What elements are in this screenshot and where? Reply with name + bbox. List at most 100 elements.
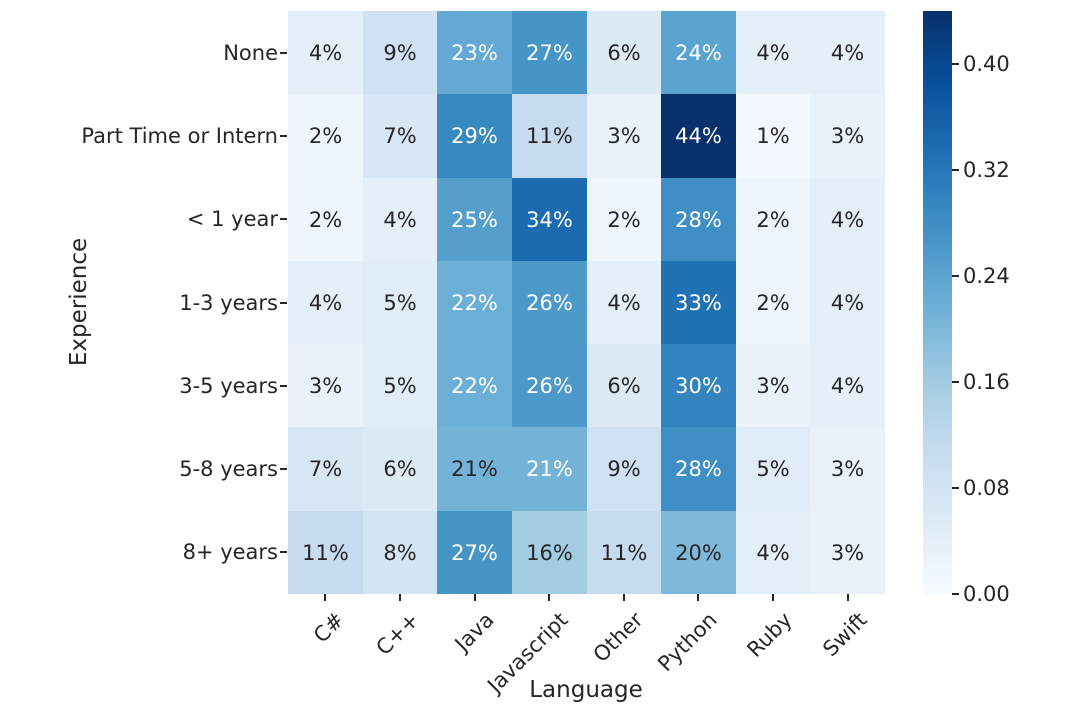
heatmap-cell: 4% xyxy=(363,178,437,261)
heatmap-cell: 5% xyxy=(363,261,437,344)
cell-value-label: 4% xyxy=(830,40,865,65)
cell-value-label: 21% xyxy=(526,457,573,481)
x-axis-title: Language xyxy=(529,677,643,703)
heatmap-cell: 4% xyxy=(736,511,810,594)
cell-value-label: 2% xyxy=(756,207,790,232)
colorbar-tick-mark xyxy=(952,63,959,65)
cell-value-label: 6% xyxy=(607,40,641,65)
cell-value-label: 24% xyxy=(675,40,722,65)
cell-value-label: 5% xyxy=(756,457,790,481)
cell-value-label: 4% xyxy=(830,207,865,232)
cell-value-label: 9% xyxy=(607,457,641,481)
heatmap-cell: 4% xyxy=(810,11,885,94)
cell-value-label: 11% xyxy=(302,540,349,565)
x-tick-mark xyxy=(772,594,775,601)
y-tick-mark xyxy=(280,134,287,137)
x-tick-mark xyxy=(324,594,327,601)
colorbar-tick-label: 0.16 xyxy=(963,370,1010,394)
heatmap-cell: 1% xyxy=(736,94,810,178)
heatmap-cell: 4% xyxy=(288,11,363,94)
y-tick-mark xyxy=(280,468,287,471)
heatmap-cell: 11% xyxy=(587,511,661,594)
heatmap-cell: 4% xyxy=(736,11,810,94)
y-tick-mark xyxy=(280,384,287,387)
heatmap-cell: 4% xyxy=(810,261,885,344)
cell-value-label: 3% xyxy=(756,373,790,398)
cell-value-label: 4% xyxy=(308,290,343,315)
cell-value-label: 4% xyxy=(756,40,790,65)
heatmap-cell: 16% xyxy=(512,511,587,594)
cell-value-label: 4% xyxy=(383,207,417,232)
heatmap-cell: 5% xyxy=(736,427,810,511)
heatmap-cell: 27% xyxy=(437,511,512,594)
heatmap-cell: 11% xyxy=(288,511,363,594)
cell-value-label: 28% xyxy=(675,207,722,232)
cell-value-label: 26% xyxy=(526,373,573,398)
cell-value-label: 25% xyxy=(451,207,498,232)
cell-value-label: 6% xyxy=(383,457,417,481)
colorbar-tick-mark xyxy=(952,275,959,277)
y-tick-label: 8+ years xyxy=(182,540,278,565)
heatmap-cell: 3% xyxy=(810,427,885,511)
colorbar-tick-label: 0.40 xyxy=(963,52,1010,76)
heatmap-cell: 3% xyxy=(587,94,661,178)
cell-value-label: 26% xyxy=(526,290,573,315)
heatmap-cell: 21% xyxy=(512,427,587,511)
cell-value-label: 3% xyxy=(607,124,641,148)
heatmap-cell: 22% xyxy=(437,344,512,427)
cell-value-label: 3% xyxy=(830,124,865,148)
heatmap-cell: 26% xyxy=(512,261,587,344)
heatmap-cell: 27% xyxy=(512,11,587,94)
cell-value-label: 6% xyxy=(607,373,641,398)
cell-value-label: 9% xyxy=(383,40,417,65)
heatmap-cell: 2% xyxy=(587,178,661,261)
heatmap-cell: 33% xyxy=(661,261,736,344)
cell-value-label: 4% xyxy=(756,540,790,565)
colorbar xyxy=(923,11,952,595)
x-tick-mark xyxy=(548,594,551,601)
heatmap-cell: 23% xyxy=(437,11,512,94)
cell-value-label: 11% xyxy=(600,540,648,565)
cell-value-label: 23% xyxy=(451,40,498,65)
cell-value-label: 16% xyxy=(526,540,573,565)
cell-value-label: 27% xyxy=(526,40,573,65)
cell-value-label: 2% xyxy=(756,290,790,315)
heatmap-cell: 30% xyxy=(661,344,736,427)
cell-value-label: 30% xyxy=(675,373,722,398)
cell-value-label: 11% xyxy=(526,124,573,148)
y-tick-mark xyxy=(280,218,287,221)
cell-value-label: 2% xyxy=(607,207,641,232)
y-tick-mark xyxy=(280,551,287,554)
heatmap-cell: 26% xyxy=(512,344,587,427)
heatmap-cell: 3% xyxy=(736,344,810,427)
cell-value-label: 2% xyxy=(308,207,343,232)
colorbar-tick-mark xyxy=(952,487,959,489)
heatmap-cell: 6% xyxy=(363,427,437,511)
y-tick-mark xyxy=(280,51,287,54)
cell-value-label: 1% xyxy=(756,124,790,148)
cell-value-label: 22% xyxy=(451,373,498,398)
cell-value-label: 3% xyxy=(830,457,865,481)
cell-value-label: 21% xyxy=(451,457,498,481)
colorbar-tick-mark xyxy=(952,169,959,171)
heatmap-cell: 44% xyxy=(661,94,736,178)
cell-value-label: 2% xyxy=(308,124,343,148)
heatmap-cell: 7% xyxy=(363,94,437,178)
y-tick-label: 1-3 years xyxy=(179,290,278,315)
colorbar-tick-label: 0.08 xyxy=(963,476,1010,500)
heatmap-cell: 4% xyxy=(587,261,661,344)
heatmap-cell: 3% xyxy=(810,94,885,178)
heatmap-cell: 21% xyxy=(437,427,512,511)
cell-value-label: 8% xyxy=(383,540,417,565)
heatmap-grid: 4% 9% 23% 27% 6% 24% 4% 4% 2% 7% 29% 11% 3% 44% 1% 3% 2%… xyxy=(288,11,885,594)
colorbar-tick-mark xyxy=(952,381,959,383)
heatmap-cell: 2% xyxy=(736,261,810,344)
y-tick-mark xyxy=(280,301,287,304)
heatmap-cell: 4% xyxy=(810,178,885,261)
heatmap-cell: 29% xyxy=(437,94,512,178)
cell-value-label: 3% xyxy=(308,373,343,398)
x-tick-mark xyxy=(398,594,401,601)
heatmap-cell: 8% xyxy=(363,511,437,594)
heatmap-cell: 24% xyxy=(661,11,736,94)
